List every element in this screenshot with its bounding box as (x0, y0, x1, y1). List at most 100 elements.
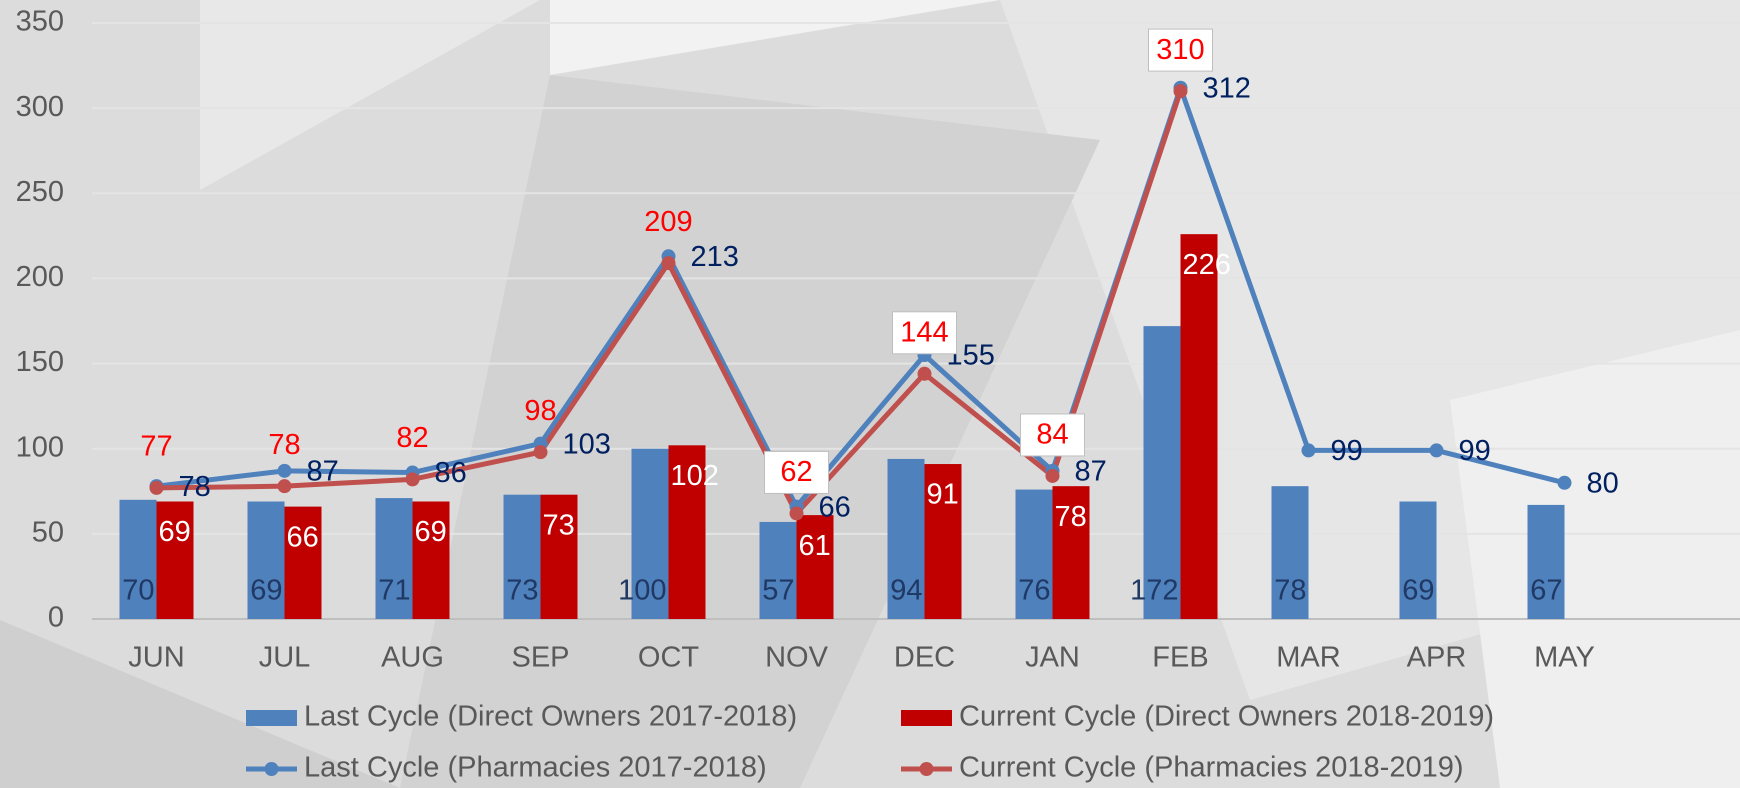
bar-value-label: 70 (122, 575, 154, 607)
line-value-label: 62 (780, 456, 812, 488)
bar (1143, 326, 1181, 619)
line-point (917, 366, 932, 381)
y-tick-label: 200 (16, 261, 64, 293)
x-tick-label: JAN (1025, 642, 1080, 674)
legend-label: Last Cycle (Direct Owners 2017-2018) (304, 701, 797, 733)
line-value-label: 209 (644, 206, 692, 238)
bar-value-label: 78 (1274, 575, 1306, 607)
y-tick-label: 250 (16, 176, 64, 208)
bar-value-label: 69 (415, 516, 447, 548)
line-point (277, 479, 292, 494)
bar (412, 501, 450, 619)
x-tick-label: SEP (511, 642, 569, 674)
bar (1015, 489, 1053, 619)
line-value-label: 87 (307, 456, 339, 488)
line-value-label: 144 (900, 316, 948, 348)
legend-label: Current Cycle (Direct Owners 2018-2019) (959, 701, 1494, 733)
legend-swatch (901, 710, 952, 726)
line-value-label: 310 (1156, 34, 1204, 66)
line-value-label: 103 (563, 428, 611, 460)
x-tick-label: APR (1407, 642, 1467, 674)
bar (887, 458, 925, 619)
bg-shape (1450, 330, 1740, 788)
x-tick-label: FEB (1152, 642, 1208, 674)
bar-value-label: 172 (1130, 575, 1178, 607)
line-value-label: 78 (268, 429, 300, 461)
line-value-label: 82 (396, 422, 428, 454)
bar-value-label: 76 (1018, 575, 1050, 607)
bar (119, 499, 157, 619)
bar (247, 501, 285, 619)
y-tick-label: 350 (16, 6, 64, 38)
y-tick-label: 300 (16, 91, 64, 123)
line (156, 85, 1566, 510)
line-point (789, 506, 804, 521)
x-tick-label: DEC (894, 642, 955, 674)
bar-value-label: 91 (927, 479, 959, 511)
legend-swatch (264, 762, 279, 776)
bar (1271, 486, 1309, 619)
line-value-label: 312 (1203, 72, 1251, 104)
bar (503, 494, 541, 619)
bar-value-label: 67 (1530, 575, 1562, 607)
label-box (1020, 413, 1085, 457)
bar (540, 494, 578, 619)
x-tick-label: JUL (259, 642, 311, 674)
x-tick-label: MAR (1276, 642, 1340, 674)
label-box (764, 450, 829, 494)
line-value-label: 66 (819, 491, 851, 523)
label-box (1148, 28, 1213, 72)
line-point (1429, 443, 1444, 458)
x-tick-label: MAY (1534, 642, 1595, 674)
bar-value-label: 226 (1183, 249, 1231, 281)
bar-value-label: 66 (287, 521, 319, 553)
bar-value-label: 102 (671, 460, 719, 492)
line-value-label: 86 (435, 457, 467, 489)
line-point (1301, 443, 1316, 458)
bar-value-label: 94 (890, 575, 922, 607)
bar (284, 506, 322, 619)
line-value-label: 87 (1075, 456, 1107, 488)
line-point (277, 463, 292, 478)
bar-value-label: 57 (762, 575, 794, 607)
line-point (149, 480, 164, 495)
bar (631, 448, 669, 619)
bar-value-label: 78 (1055, 501, 1087, 533)
bar-value-label: 69 (250, 575, 282, 607)
line-value-label: 80 (1587, 467, 1619, 499)
line-value-label: 213 (691, 241, 739, 273)
line-point (1045, 468, 1060, 483)
y-tick-label: 50 (32, 517, 64, 549)
legend-label: Current Cycle (Pharmacies 2018-2019) (959, 752, 1464, 784)
line-point (533, 445, 548, 460)
bg-shape (550, 0, 1000, 75)
bar (1052, 486, 1090, 619)
x-tick-label: JUN (128, 642, 184, 674)
bar (924, 464, 962, 619)
legend-swatch (246, 710, 297, 726)
bar-value-label: 71 (378, 575, 410, 607)
x-tick-label: AUG (381, 642, 444, 674)
y-tick-label: 100 (16, 431, 64, 463)
y-tick-label: 0 (48, 602, 64, 634)
line-point (1173, 84, 1188, 99)
label-box (892, 311, 957, 355)
x-tick-label: NOV (765, 642, 829, 674)
bar (668, 445, 706, 619)
bar-value-label: 69 (1402, 575, 1434, 607)
y-tick-label: 150 (16, 346, 64, 378)
bar (1399, 501, 1437, 619)
bar-value-label: 100 (618, 575, 666, 607)
line-point (1557, 475, 1572, 490)
bar-value-label: 61 (799, 530, 831, 562)
line-point (661, 256, 676, 271)
legend-swatch (919, 762, 934, 776)
bar-value-label: 73 (506, 575, 538, 607)
bar (1527, 504, 1565, 619)
bar (1180, 234, 1218, 619)
line-value-label: 84 (1036, 419, 1068, 451)
x-tick-label: OCT (638, 642, 700, 674)
bar (759, 521, 797, 619)
bar (796, 515, 834, 619)
